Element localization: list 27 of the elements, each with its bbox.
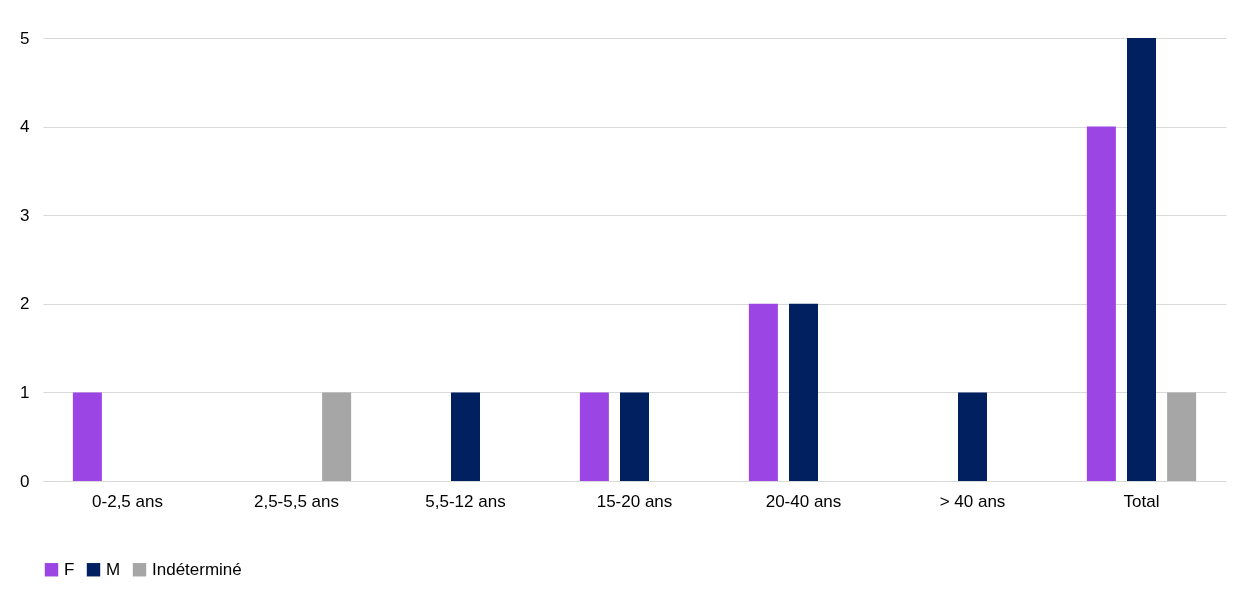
y-tick-label: 1 <box>20 382 30 402</box>
bar <box>748 303 778 481</box>
bar <box>1167 392 1197 481</box>
y-tick-label: 3 <box>20 205 30 225</box>
x-tick-label: 2,5-5,5 ans <box>253 491 340 511</box>
legend-label: M <box>106 559 121 579</box>
x-tick-label: 15-20 ans <box>596 491 673 511</box>
y-tick-label: 2 <box>20 294 30 314</box>
bar <box>1127 38 1156 481</box>
x-tick-label: 20-40 ans <box>765 491 842 511</box>
bar <box>1086 126 1116 481</box>
y-tick-label: 4 <box>20 117 30 137</box>
bar <box>579 392 609 481</box>
bar <box>322 392 352 481</box>
legend-label: Indéterminé <box>152 559 242 579</box>
x-tick-label: 5,5-12 ans <box>425 491 506 511</box>
bar <box>958 392 987 481</box>
bar <box>620 392 649 481</box>
x-tick-label: Total <box>1123 491 1160 511</box>
bar <box>789 303 818 481</box>
legend-label: F <box>64 559 75 579</box>
bar <box>451 392 480 481</box>
bar <box>72 392 102 481</box>
x-tick-label: 0-2,5 ans <box>92 491 163 511</box>
y-tick-label: 5 <box>20 28 30 48</box>
x-tick-label: > 40 ans <box>939 491 1006 511</box>
y-tick-label: 0 <box>20 471 30 491</box>
